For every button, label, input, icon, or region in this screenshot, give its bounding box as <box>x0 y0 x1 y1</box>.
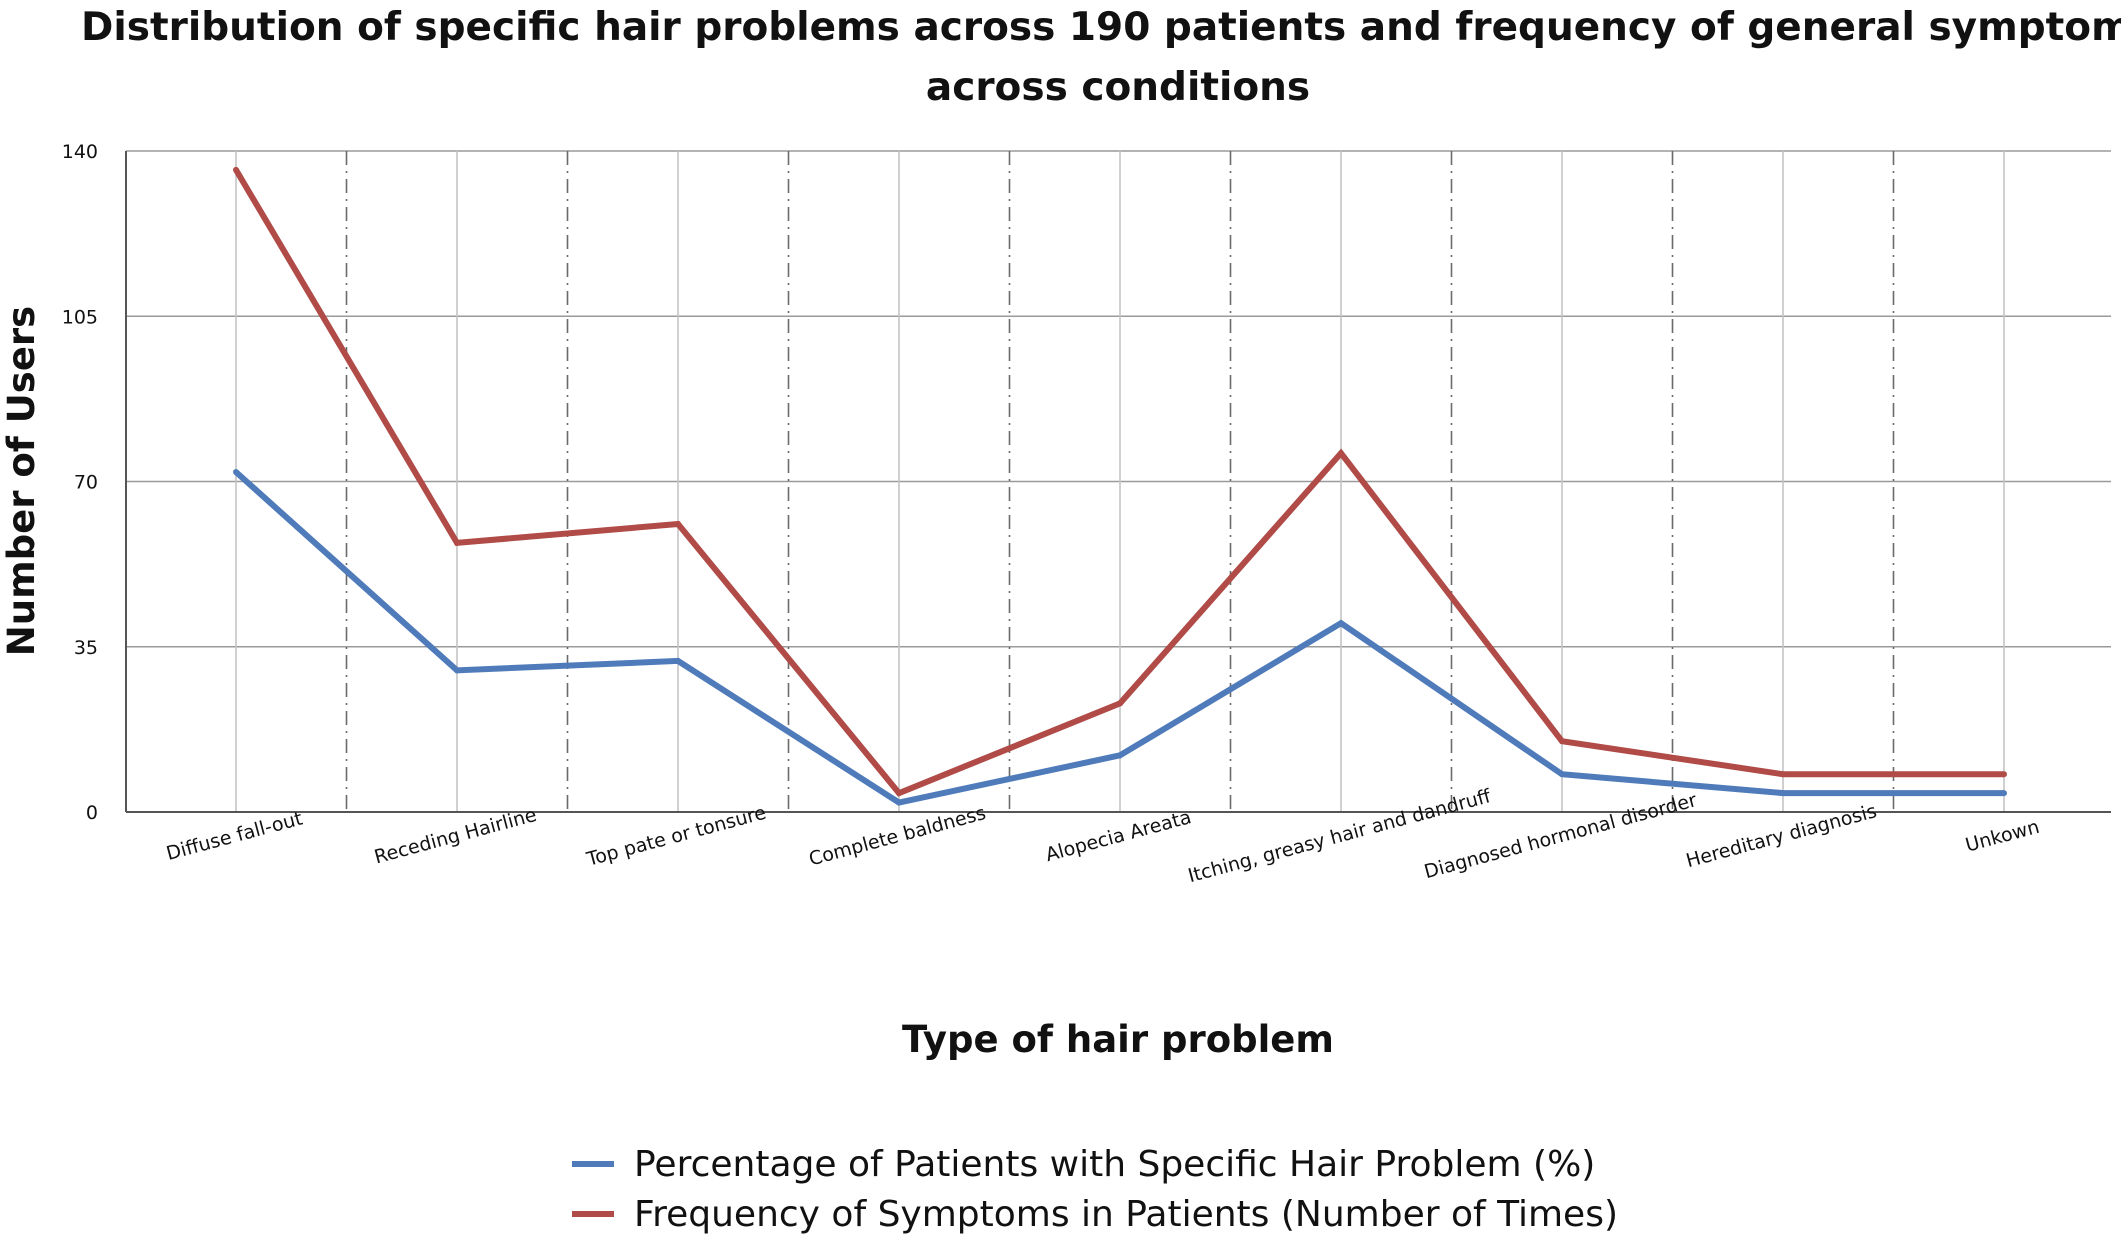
data-point <box>1559 771 1565 778</box>
grid <box>126 150 2111 812</box>
data-point <box>2001 790 2007 797</box>
data-point <box>1338 450 1344 457</box>
x-axis-title: Type of hair problem <box>902 1018 1334 1061</box>
y-axis-title: Number of Users <box>0 306 43 656</box>
legend-label: Percentage of Patients with Specific Hai… <box>634 1144 1595 1185</box>
x-tick-label: Diffuse fall-out <box>164 807 305 864</box>
chart-title-line-2: across conditions <box>926 65 1310 110</box>
data-point <box>1780 771 1786 778</box>
data-point <box>675 520 681 527</box>
y-tick-label: 70 <box>74 472 98 494</box>
y-tick-labels: 0 35 70 105 140 <box>62 141 98 824</box>
data-point <box>233 166 239 173</box>
data-point <box>1117 700 1123 707</box>
x-tick-labels: Diffuse fall-out Receding Hairline Top pat… <box>164 785 2042 887</box>
data-point <box>1780 790 1786 797</box>
data-point <box>454 539 460 546</box>
chart-title: Distribution of specific hair problems a… <box>81 5 2121 110</box>
data-point <box>896 790 902 797</box>
y-tick-label: 105 <box>62 306 98 328</box>
data-point <box>896 799 902 806</box>
axes <box>125 151 2111 813</box>
data-point <box>1338 620 1344 627</box>
x-tick-label: Unkown <box>1963 816 2042 857</box>
y-tick-label: 0 <box>86 802 98 824</box>
y-tick-label: 35 <box>74 637 98 659</box>
y-tick-label: 140 <box>62 141 98 163</box>
legend-label: Frequency of Symptoms in Patients (Numbe… <box>634 1194 1618 1234</box>
x-tick-label: Hereditary diagnosis <box>1684 800 1879 872</box>
series-lines <box>233 166 2007 806</box>
data-point <box>454 667 460 674</box>
data-point <box>1117 752 1123 759</box>
x-tick-label: Receding Hairline <box>372 804 539 868</box>
data-point <box>233 469 239 476</box>
data-point <box>1559 738 1565 745</box>
data-point <box>2001 771 2007 778</box>
chart-title-line-1: Distribution of specific hair problems a… <box>81 5 2121 50</box>
x-tick-label: Alopecia Areata <box>1043 806 1193 866</box>
data-point <box>675 657 681 664</box>
legend: Percentage of Patients with Specific Hai… <box>572 1144 1618 1234</box>
